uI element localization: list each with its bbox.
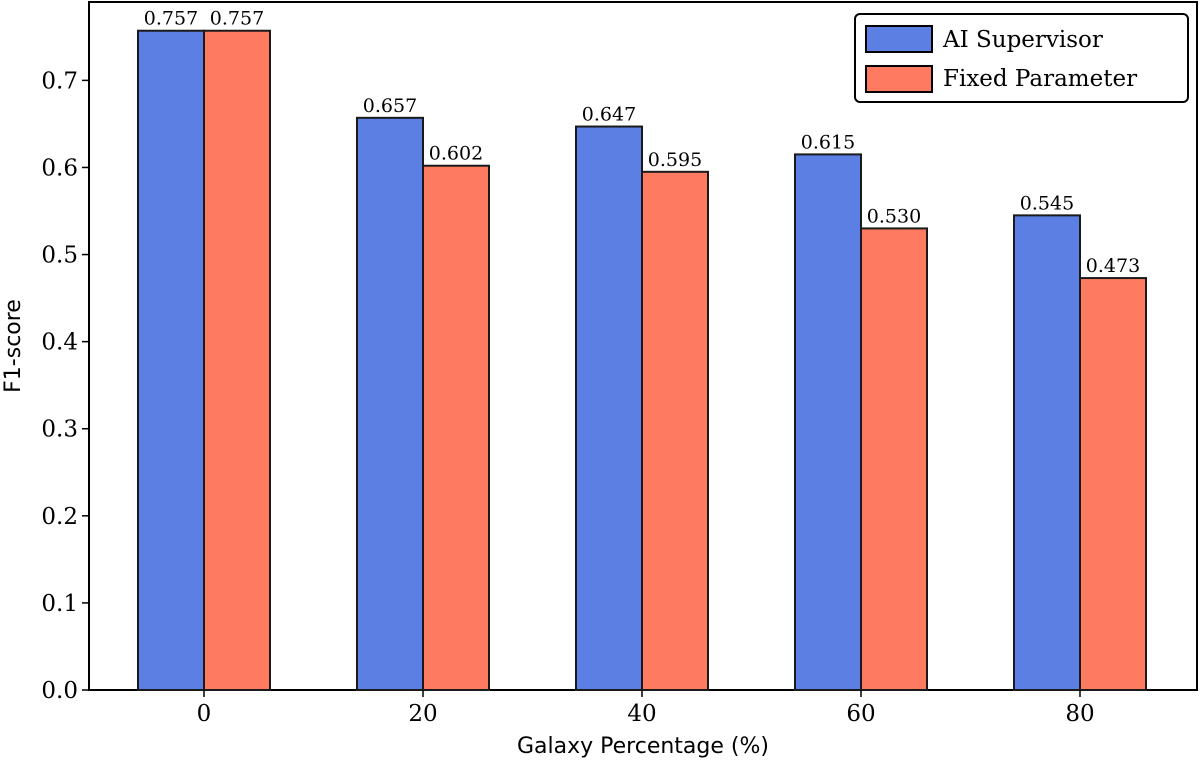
legend-label-ai-supervisor: AI Supervisor [942, 27, 1103, 53]
x-tick-label: 60 [846, 701, 875, 727]
bar-fixed-parameter [1079, 277, 1147, 691]
bar-ai-supervisor [794, 153, 862, 691]
legend-label-fixed-parameter: Fixed Parameter [943, 66, 1137, 92]
bar-value-label: 0.757 [210, 8, 264, 30]
bar-fixed-parameter [203, 29, 271, 691]
bar-value-label: 0.545 [1020, 192, 1074, 214]
bar-value-label: 0.647 [582, 104, 636, 126]
legend: AI Supervisor Fixed Parameter [854, 13, 1189, 103]
bar-value-label: 0.615 [801, 131, 855, 153]
bar-ai-supervisor [575, 125, 643, 692]
bar-ai-supervisor [137, 29, 205, 691]
x-tick-label: 80 [1065, 701, 1094, 727]
legend-swatch-ai-supervisor [865, 25, 933, 53]
bar-value-label: 0.530 [867, 205, 921, 227]
y-tick-label: 0.3 [41, 417, 78, 443]
bar-labels-layer: 0.757 0.657 0.647 0.615 0.545 0.757 0.602 0.595… [144, 8, 1140, 277]
bar-ai-supervisor [356, 116, 424, 692]
bar-value-label: 0.757 [144, 8, 198, 30]
bar-value-label: 0.595 [648, 149, 702, 171]
x-axis-label: Galaxy Percentage (%) [517, 734, 769, 759]
x-axis: 0 20 40 60 80 [197, 690, 1095, 727]
legend-swatch-fixed-parameter [865, 65, 933, 93]
bar-value-label: 0.602 [429, 143, 483, 165]
bar-fixed-parameter [860, 227, 928, 691]
bar-fixed-parameter [641, 170, 709, 691]
bar-value-label: 0.473 [1086, 255, 1140, 277]
x-tick-label: 0 [197, 701, 212, 727]
bar-ai-supervisor [1013, 214, 1081, 691]
y-axis: 0.0 0.1 0.2 0.3 0.4 0.5 0.6 0.7 [41, 68, 89, 704]
y-tick-label: 0.6 [41, 155, 78, 181]
y-tick-label: 0.4 [41, 330, 78, 356]
bar-value-label: 0.657 [363, 95, 417, 117]
bars-layer [137, 29, 1147, 692]
y-tick-label: 0.2 [41, 504, 78, 530]
bar-fixed-parameter [422, 164, 490, 692]
y-tick-label: 0.1 [41, 591, 78, 617]
legend-frame [854, 13, 1189, 103]
y-tick-label: 0.7 [41, 68, 78, 94]
x-tick-label: 20 [408, 701, 437, 727]
x-tick-label: 40 [627, 701, 656, 727]
y-axis-label: F1-score [1, 299, 26, 393]
y-tick-label: 0.5 [41, 243, 78, 269]
y-tick-label: 0.0 [41, 678, 78, 704]
